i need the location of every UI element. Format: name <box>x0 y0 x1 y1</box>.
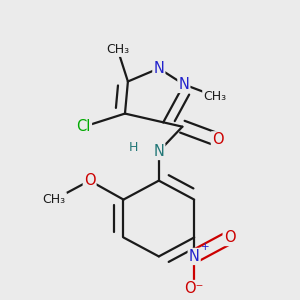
Text: O: O <box>224 230 235 245</box>
Text: CH₃: CH₃ <box>203 90 226 103</box>
Text: H: H <box>129 141 139 154</box>
Text: N: N <box>153 61 164 76</box>
Text: +: + <box>201 242 209 252</box>
Text: CH₃: CH₃ <box>106 43 129 56</box>
Text: Cl: Cl <box>76 119 91 134</box>
Text: N: N <box>153 144 164 159</box>
Text: O: O <box>84 173 95 188</box>
Text: N: N <box>189 249 200 264</box>
Text: O⁻: O⁻ <box>184 281 204 296</box>
Text: CH₃: CH₃ <box>43 193 66 206</box>
Text: O: O <box>212 132 224 147</box>
Text: N: N <box>178 77 189 92</box>
